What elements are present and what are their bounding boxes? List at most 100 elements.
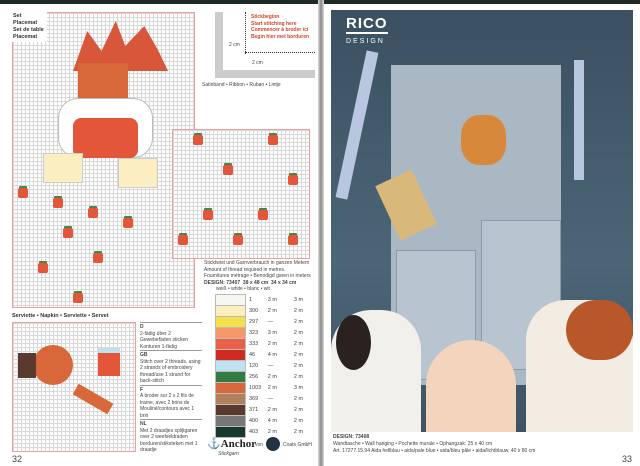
amount-placemat: 2 m <box>267 374 277 380</box>
color-swatch <box>215 294 246 306</box>
ribbon-label: Satinband • Ribbon • Ruban • Lintje <box>202 82 281 88</box>
thread-number: 369 <box>249 396 259 402</box>
amount-placemat: — <box>267 396 274 402</box>
color-swatch <box>215 316 246 328</box>
start-note: Begin hier met borduren <box>251 33 310 40</box>
thread-row: 371 2 m 2 m <box>215 404 307 416</box>
ribbon <box>574 60 584 180</box>
amount-napkin: 2 m <box>293 330 304 336</box>
chart-strawberry-bowl <box>73 118 138 158</box>
thread-number: 46 <box>249 352 256 358</box>
label: Placemat <box>13 20 38 26</box>
ribbon <box>335 50 379 200</box>
thread-header-line: Sticktwist und Garnverbrauch in ganzen M… <box>204 260 310 266</box>
thread-number: 400 <box>249 418 259 424</box>
thread-row: 297 — 2 m <box>215 316 307 328</box>
spine <box>318 0 324 466</box>
page-number: 32 <box>12 454 23 464</box>
placemat-chart-extension <box>172 129 310 259</box>
amount-placemat: — <box>267 363 274 369</box>
color-swatch <box>215 426 246 438</box>
color-swatch <box>215 360 246 372</box>
amount-napkin: 2 m <box>293 363 304 369</box>
serviette-title: Serviette • Napkin • Serviette • Servet <box>12 313 109 319</box>
thread-number: 371 <box>249 407 259 413</box>
thread-number: 1 <box>249 297 253 303</box>
thread-row: 403 2 m 2 m <box>215 426 307 438</box>
von-label: von <box>255 442 264 448</box>
amount-placemat: — <box>267 319 274 325</box>
thread-row: 120 — 2 m <box>215 360 307 372</box>
white-label: weiß • white • blanc • wit <box>216 286 270 292</box>
thread-row: 46 4 m 2 m <box>215 349 307 361</box>
brand-logo: RICO <box>346 15 388 34</box>
coats-label: Coats GmbH <box>283 442 312 448</box>
start-note: Start stitching here <box>251 20 297 27</box>
lang-code: NL <box>140 421 147 427</box>
amount-placemat: 2 m <box>267 407 277 413</box>
coats-logo <box>266 437 280 451</box>
label: Placemat <box>13 34 38 40</box>
label: Set <box>13 13 22 19</box>
page-number: 33 <box>622 454 633 464</box>
amount-napkin: 2 m <box>293 352 304 358</box>
thread-header-line: Amount of thread required in metres. <box>204 266 286 273</box>
thread-number: 1003 <box>249 385 262 391</box>
product-photo: RICO DESIGN <box>331 10 633 432</box>
color-swatch <box>215 393 246 405</box>
color-swatch <box>215 327 246 339</box>
lang-code: D <box>140 324 144 330</box>
amount-placemat: 2 m <box>267 341 277 347</box>
anchor-text: Anchor <box>220 438 257 450</box>
plush-pig <box>426 340 516 432</box>
color-swatch <box>215 415 246 427</box>
color-swatch <box>215 349 246 361</box>
brand-sub: DESIGN <box>346 38 385 45</box>
caption-line: Art. 17277.15.94 Aida hellblau • aida/pa… <box>333 448 536 454</box>
chart-foot <box>43 153 83 183</box>
instruction-text: Met 2 draadjes splijtgaren over 2 weefse… <box>140 427 198 454</box>
thread-number: 333 <box>249 341 259 347</box>
amount-placemat: 3 m <box>267 330 277 336</box>
design-number: DESIGN: 73408 <box>333 434 370 440</box>
amount-napkin: 2 m <box>293 429 304 435</box>
amount-napkin: 2 m <box>293 396 304 402</box>
thread-row: 1 3 m 3 m <box>215 294 307 306</box>
thread-row: 256 2 m 2 m <box>215 371 307 383</box>
design-number: DESIGN: 73407 <box>204 279 241 286</box>
anchor-logo: ⚓Anchor <box>207 438 257 450</box>
serviette-chart <box>12 322 136 452</box>
start-diagram: 2 cm 2 cm Stickbeginn Start stitching he… <box>202 12 315 92</box>
thread-number: 300 <box>249 308 259 314</box>
amount-placemat: 2 m <box>267 385 277 391</box>
instructions: D 2-fädig über 2 Gewebefäden sticken Kont… <box>140 322 202 454</box>
placemat-chart <box>12 12 203 308</box>
amount-napkin: 2 m <box>293 418 304 424</box>
lang-code: GB <box>140 352 148 358</box>
chart-toy <box>98 348 120 376</box>
anchor-sub: Stickgarn <box>218 451 239 457</box>
measure-v: 2 cm <box>252 60 263 66</box>
chart-dog-ear <box>18 353 36 378</box>
color-swatch <box>215 338 246 350</box>
instruction-text: 2-fädig über 2 Gewebefäden sticken Kontu… <box>140 330 189 350</box>
amount-napkin: 2 m <box>293 319 304 325</box>
thread-table: 1 3 m 3 m 300 2 m 2 m 297 — 2 m 323 3 m … <box>215 294 307 438</box>
amount-napkin: 2 m <box>293 374 304 380</box>
thread-header: Sticktwist und Garnverbrauch in ganzen M… <box>204 260 317 293</box>
set-labels: Set Placemat Set de table Placemat <box>12 12 47 42</box>
label: Set de table <box>13 27 44 33</box>
plush-puppy <box>526 300 633 432</box>
thread-row: 369 — 2 m <box>215 393 307 405</box>
amount-napkin: 3 m <box>293 385 304 391</box>
lang-code: F <box>140 386 144 393</box>
amount-placemat: 3 m <box>267 297 277 303</box>
thread-row: 323 3 m 2 m <box>215 327 307 339</box>
thread-row: 333 2 m 2 m <box>215 338 307 350</box>
instruction-text: A broder sur 2 x 2 fils de trame, avec 2… <box>140 393 195 419</box>
color-swatch <box>215 382 246 394</box>
thread-number: 323 <box>249 330 259 336</box>
thread-row: 400 4 m 2 m <box>215 415 307 427</box>
instruction-text: Stitch over 2 threads, using 2 strands o… <box>140 358 201 385</box>
amount-napkin: 3 m <box>293 297 304 303</box>
